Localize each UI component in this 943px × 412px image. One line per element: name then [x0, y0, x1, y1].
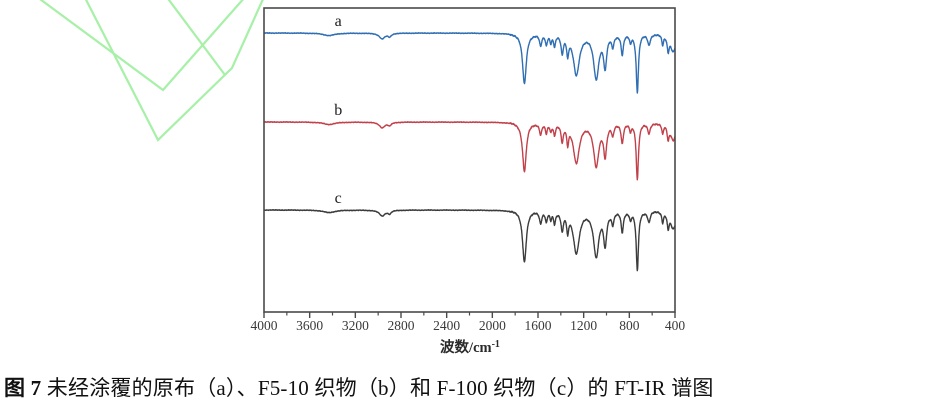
x-axis: 4000 3600 3200 2800 2400 2000 1600 1200 800 400 [251, 312, 686, 333]
spectrum-curve-b [263, 120, 676, 181]
x-axis-label: 波数/cm-1 [440, 338, 500, 356]
watermark-line [167, 0, 226, 76]
x-axis-label-main: 波数/cm [440, 338, 492, 356]
figure-caption: 图 7 未经涂覆的原布（a）、F5-10 织物（b）和 F-100 织物（c）的… [4, 372, 939, 402]
series-label-a: a [335, 13, 342, 30]
caption-text: 未经涂覆的原布（a）、F5-10 织物（b）和 F-100 织物（c）的 FT-… [41, 376, 714, 400]
series-label-c: c [335, 190, 342, 207]
x-tick-label: 4000 [251, 318, 278, 333]
x-tick-label: 800 [619, 318, 640, 333]
spectra-group: a b c [263, 13, 676, 272]
x-tick-label: 400 [665, 318, 686, 333]
x-axis-label-superscript: -1 [492, 339, 500, 350]
x-tick-label: 2000 [479, 318, 506, 333]
watermark-line [84, 0, 264, 142]
x-tick-label: 2800 [388, 318, 415, 333]
spectrum-curve-a [263, 32, 676, 94]
spectrum-curve-c [263, 208, 676, 272]
x-tick-label: 1200 [570, 318, 597, 333]
ftir-figure: abc 4000 3600 3200 2800 2400 2000 1600 1200 800 4… [39, 0, 686, 356]
watermark-line [39, 0, 244, 92]
series-label-b: b [334, 102, 342, 119]
caption-number: 图 7 [4, 376, 42, 400]
x-tick-label: 1600 [525, 318, 552, 333]
plot-area [264, 8, 675, 312]
x-tick-label: 3200 [342, 318, 369, 333]
watermark-pattern [39, 0, 264, 142]
x-tick-label: 3600 [296, 318, 323, 333]
x-tick-label: 2400 [433, 318, 460, 333]
